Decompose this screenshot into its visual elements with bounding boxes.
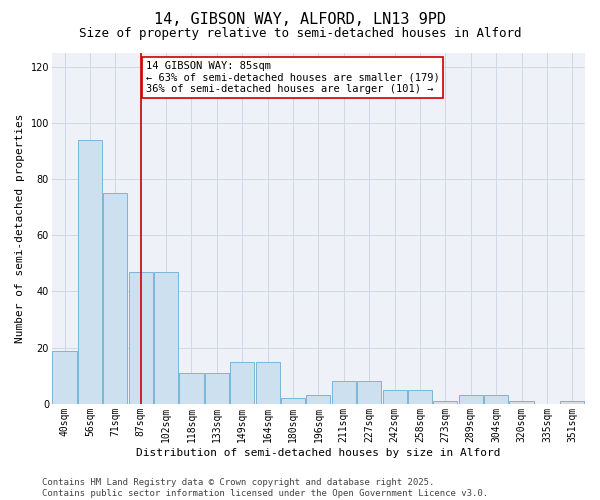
- Bar: [383, 390, 407, 404]
- Bar: [560, 401, 584, 404]
- Bar: [332, 382, 356, 404]
- Bar: [205, 373, 229, 404]
- Bar: [230, 362, 254, 404]
- Bar: [103, 193, 127, 404]
- X-axis label: Distribution of semi-detached houses by size in Alford: Distribution of semi-detached houses by …: [136, 448, 500, 458]
- Bar: [408, 390, 432, 404]
- Bar: [433, 401, 457, 404]
- Bar: [256, 362, 280, 404]
- Text: 14, GIBSON WAY, ALFORD, LN13 9PD: 14, GIBSON WAY, ALFORD, LN13 9PD: [154, 12, 446, 28]
- Bar: [128, 272, 153, 404]
- Bar: [52, 350, 77, 404]
- Bar: [357, 382, 381, 404]
- Text: 14 GIBSON WAY: 85sqm
← 63% of semi-detached houses are smaller (179)
36% of semi: 14 GIBSON WAY: 85sqm ← 63% of semi-detac…: [146, 61, 440, 94]
- Y-axis label: Number of semi-detached properties: Number of semi-detached properties: [15, 114, 25, 343]
- Bar: [484, 396, 508, 404]
- Text: Size of property relative to semi-detached houses in Alford: Size of property relative to semi-detach…: [79, 28, 521, 40]
- Bar: [307, 396, 331, 404]
- Bar: [458, 396, 483, 404]
- Bar: [179, 373, 203, 404]
- Bar: [78, 140, 102, 404]
- Bar: [509, 401, 533, 404]
- Bar: [154, 272, 178, 404]
- Bar: [281, 398, 305, 404]
- Text: Contains HM Land Registry data © Crown copyright and database right 2025.
Contai: Contains HM Land Registry data © Crown c…: [42, 478, 488, 498]
